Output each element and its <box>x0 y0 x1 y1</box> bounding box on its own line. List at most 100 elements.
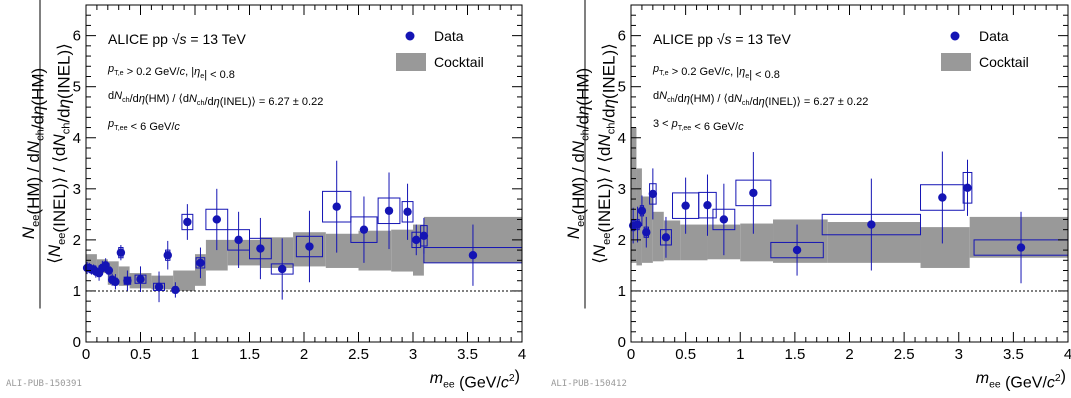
data-marker <box>183 217 192 227</box>
chart-panel-1: 0 0.5 1 1.5 2 2.5 3 3.5 4 0 1 2 3 4 5 6 mee (GeV/c2) ALI-… <box>6 0 526 391</box>
x-tick-label: 1.5 <box>784 346 805 363</box>
data-point-22 <box>249 217 272 280</box>
data-marker <box>278 264 287 274</box>
x-tick-label: 0.5 <box>130 346 151 363</box>
data-point-20 <box>205 188 229 251</box>
x-tick-label: 3 <box>955 346 963 363</box>
data-point-14 <box>962 159 973 216</box>
data-point-4 <box>642 216 651 248</box>
y-tick-label: 0 <box>618 334 626 351</box>
cocktail-band-segment <box>631 127 637 263</box>
data-marker <box>123 276 132 285</box>
cocktail-band-segment <box>118 266 130 286</box>
data-point-16 <box>163 240 172 270</box>
data-point-9 <box>712 183 736 256</box>
annotation-ptee: pT,ee < 6 GeV/c <box>107 118 180 133</box>
data-point-11 <box>770 224 824 276</box>
annotation-title: ALICE pp √s = 13 TeV <box>108 31 246 47</box>
y-tick-label: 5 <box>73 79 81 96</box>
y-tick-label: 2 <box>73 232 81 249</box>
cocktail-band-segment <box>205 239 228 271</box>
cocktail-band-segment <box>391 229 413 272</box>
data-marker <box>403 207 412 216</box>
data-point-26 <box>350 196 378 263</box>
data-point-15 <box>153 271 165 303</box>
x-tick-label: 2 <box>845 346 853 363</box>
figure-id: ALI-PUB-150412 <box>551 379 627 389</box>
data-point-13 <box>920 151 965 244</box>
data-marker <box>963 183 972 192</box>
x-tick-label: 3.5 <box>1003 346 1024 363</box>
x-tick-label: 0.5 <box>675 346 696 363</box>
cocktail-band-segment <box>920 227 970 268</box>
y-tick-label: 2 <box>618 232 626 249</box>
y-label-denominator: ⟨Nee(INEL)⟩ / ⟨dNch/dη(INEL)⟩ <box>45 43 74 264</box>
y-tick-label: 1 <box>618 283 626 300</box>
annotation-cuts: pT,e > 0.2 GeV/c, |ηe| < 0.8 <box>107 63 235 81</box>
data-marker <box>256 244 265 253</box>
data-marker <box>938 193 947 202</box>
y-label-numerator: Nee(HM) / dNch/dη(HM) <box>19 68 48 239</box>
data-point-14 <box>134 266 147 292</box>
annotation-cuts: pT,e > 0.2 GeV/c, |ηe| < 0.8 <box>652 63 780 81</box>
data-point-3 <box>637 195 647 227</box>
data-marker <box>642 228 651 237</box>
x-tick-label: 1 <box>191 346 199 363</box>
data-point-19 <box>195 247 206 279</box>
annotation-multiplicity: dNch/dη(HM) / ⟨dNch/dη(INEL)⟩ = 6.27 ± 0… <box>108 90 323 108</box>
data-marker <box>633 220 642 229</box>
figure-id: ALI-PUB-150391 <box>6 379 82 389</box>
y-axis-label: Nee(HM) / dNch/dη(HM)⟨Nee(INEL)⟩ / ⟨dNch… <box>564 0 619 309</box>
data-marker <box>661 233 671 242</box>
data-point-5 <box>648 168 658 220</box>
legend-data-marker <box>405 31 415 41</box>
annotation-ptee: 3 < pT,ee < 6 GeV/c <box>653 118 744 133</box>
data-marker <box>116 248 126 257</box>
y-tick-label: 1 <box>73 283 81 300</box>
data-point-13 <box>123 270 132 291</box>
x-axis-label: mee (GeV/c2) <box>430 368 520 391</box>
y-tick-label: 3 <box>618 181 626 198</box>
data-marker <box>171 285 180 295</box>
x-tick-label: 3.5 <box>457 346 478 363</box>
data-point-27 <box>377 172 401 250</box>
data-marker <box>703 200 712 210</box>
y-tick-label: 3 <box>73 181 81 198</box>
data-marker <box>163 250 172 260</box>
cocktail-band-segment <box>260 237 294 268</box>
x-tick-label: 1.5 <box>239 346 260 363</box>
legend-data-marker <box>950 31 960 41</box>
cocktail-band-segment <box>680 224 708 261</box>
data-point-6 <box>659 216 672 258</box>
data-marker <box>749 188 758 198</box>
cocktail-band-segment <box>358 230 392 271</box>
y-tick-label: 6 <box>73 28 81 45</box>
data-marker <box>637 206 647 215</box>
annotation-multiplicity: dNch/dη(HM) / ⟨dNch/dη(INEL)⟩ = 6.27 ± 0… <box>653 90 868 108</box>
chart-panel-2: 0 0.5 1 1.5 2 2.5 3 3.5 4 0 1 2 3 4 5 6 mee (GeV/c2) ALI-… <box>551 0 1071 391</box>
y-axis-label: Nee(HM) / dNch/dη(HM)⟨Nee(INEL)⟩ / ⟨dNch… <box>19 0 74 309</box>
legend-data-label: Data <box>979 28 1009 44</box>
data-marker <box>332 202 341 211</box>
y-label-numerator: Nee(HM) / dNch/dη(HM) <box>564 68 593 239</box>
cocktail-band-segment <box>773 219 828 263</box>
data-marker <box>792 245 802 255</box>
cocktail-band-segment <box>827 222 921 263</box>
y-tick-label: 0 <box>73 334 81 351</box>
x-tick-label: 2 <box>300 346 308 363</box>
y-tick-label: 6 <box>618 28 626 45</box>
cocktail-band-segment <box>969 216 1068 258</box>
data-marker <box>136 274 145 284</box>
data-marker <box>468 250 478 260</box>
data-marker <box>867 220 876 229</box>
legend-cocktail-label: Cocktail <box>979 54 1029 70</box>
y-tick-label: 4 <box>73 130 81 147</box>
cocktail-band-segment <box>413 224 424 276</box>
data-marker <box>104 266 114 275</box>
cocktail-band-segment <box>636 168 642 266</box>
data-point-17 <box>171 282 180 298</box>
x-tick-label: 3 <box>409 346 417 363</box>
cocktail-band-segment <box>107 261 119 285</box>
annotation-title: ALICE pp √s = 13 TeV <box>653 31 791 47</box>
